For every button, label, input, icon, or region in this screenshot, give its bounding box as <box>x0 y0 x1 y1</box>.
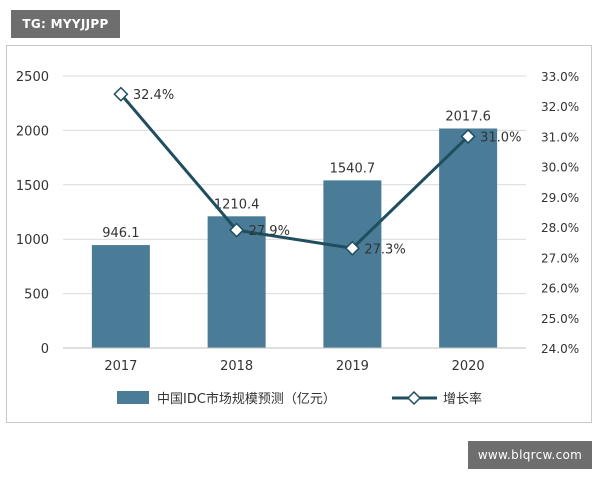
legend-bar-swatch <box>117 391 149 404</box>
y-right-tick-label: 24.0% <box>541 342 579 356</box>
y-right-tick-label: 28.0% <box>541 221 579 235</box>
x-tick-label: 2020 <box>452 359 485 374</box>
watermark-top-badge: TG: MYYJJPP <box>11 10 120 38</box>
line-point <box>344 240 360 256</box>
y-right-tick-label: 26.0% <box>541 282 579 296</box>
bar-data-label: 1210.4 <box>214 197 260 212</box>
chart: 946.1 1210.4 1540.7 2017.6 32.4% 27.9% 27.3% 3… <box>16 70 579 407</box>
x-tick-label: 2017 <box>104 359 137 374</box>
y-left-tick-label: 2500 <box>16 70 49 85</box>
y-right-tick-label: 30.0% <box>541 161 579 175</box>
bar-data-label: 946.1 <box>102 226 139 241</box>
y-right-tick-label: 32.0% <box>541 100 579 114</box>
legend-bar-label: 中国IDC市场规模预测（亿元） <box>157 391 336 407</box>
watermark-bottom-badge: www.blqrcw.com <box>468 441 592 469</box>
y-right-tick-label: 33.0% <box>541 70 579 84</box>
bar <box>207 216 266 348</box>
line-data-label: 27.9% <box>249 224 290 239</box>
line-point <box>113 86 129 102</box>
y-left-tick-label: 0 <box>41 342 49 357</box>
bar-data-label: 1540.7 <box>330 161 376 176</box>
y-right-tick-label: 29.0% <box>541 191 579 205</box>
y-left-tick-label: 500 <box>24 288 49 303</box>
bar <box>323 180 382 348</box>
y-left-tick-label: 1500 <box>16 179 49 194</box>
line-point <box>229 222 245 238</box>
bar <box>439 128 498 348</box>
line-data-label: 27.3% <box>364 242 405 257</box>
legend-line-label: 增长率 <box>443 391 482 407</box>
x-tick-label: 2018 <box>220 359 253 374</box>
y-right-tick-label: 27.0% <box>541 251 579 265</box>
legend-line-marker <box>406 390 422 406</box>
line-point <box>460 128 476 145</box>
bar <box>91 245 150 348</box>
x-tick-label: 2019 <box>336 359 369 374</box>
y-left-tick-label: 1000 <box>16 233 49 248</box>
line-data-label: 31.0% <box>480 130 521 145</box>
chart-frame: 946.1 1210.4 1540.7 2017.6 32.4% 27.9% 27.3% 3… <box>6 45 592 423</box>
y-left-tick-label: 2000 <box>16 124 49 139</box>
y-right-tick-label: 31.0% <box>541 130 579 144</box>
bar-data-label: 2017.6 <box>445 109 491 124</box>
growth-rate-line <box>119 93 470 250</box>
y-right-tick-label: 25.0% <box>541 312 579 326</box>
line-data-label: 32.4% <box>133 88 174 103</box>
